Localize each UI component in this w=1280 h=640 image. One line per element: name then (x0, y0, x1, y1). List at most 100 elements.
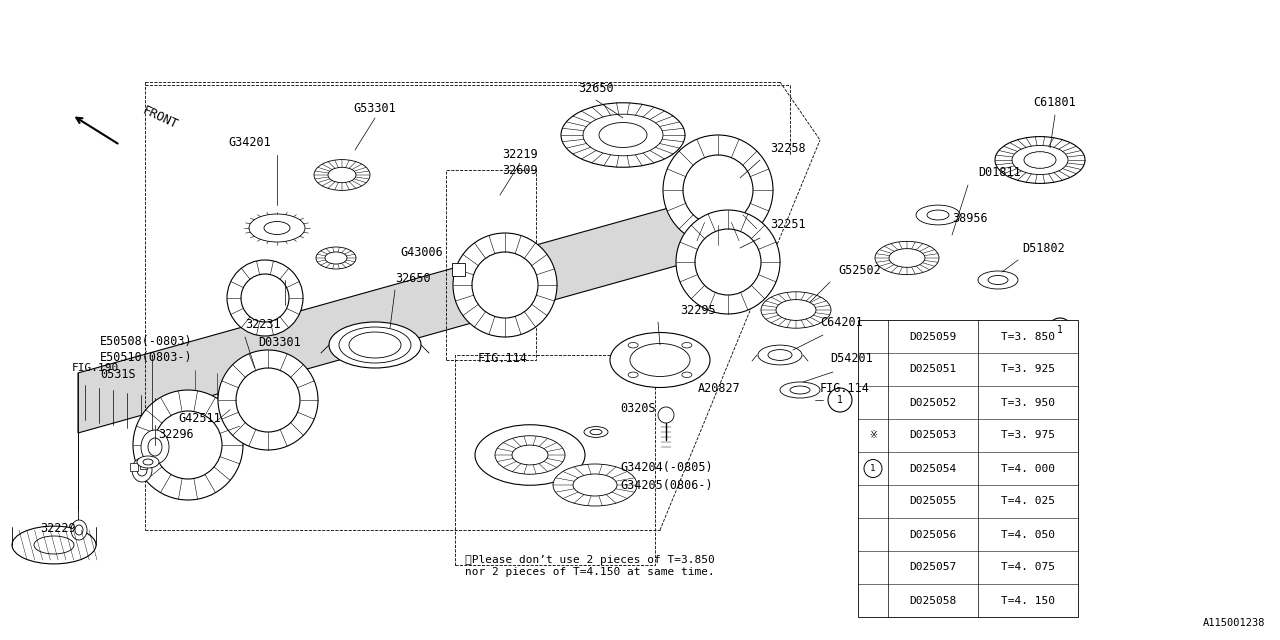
Ellipse shape (695, 229, 762, 295)
Ellipse shape (349, 332, 401, 358)
Text: D025057: D025057 (909, 563, 956, 573)
Ellipse shape (227, 260, 303, 336)
Ellipse shape (339, 327, 411, 363)
Text: 32219: 32219 (502, 148, 538, 161)
Ellipse shape (611, 333, 710, 387)
Ellipse shape (790, 386, 810, 394)
Ellipse shape (325, 252, 347, 264)
Ellipse shape (472, 252, 538, 318)
Text: 32258: 32258 (771, 141, 805, 154)
Text: G53301: G53301 (353, 102, 397, 115)
Text: D025051: D025051 (909, 365, 956, 374)
Ellipse shape (241, 274, 289, 322)
Ellipse shape (762, 292, 831, 328)
Text: C61801: C61801 (1034, 95, 1076, 109)
Text: G52502: G52502 (838, 264, 881, 276)
Text: FIG.190: FIG.190 (72, 363, 119, 373)
Text: 32229: 32229 (40, 522, 76, 534)
Text: D025055: D025055 (909, 497, 956, 506)
Ellipse shape (70, 520, 87, 540)
Ellipse shape (676, 210, 780, 314)
Ellipse shape (658, 407, 675, 423)
Ellipse shape (218, 350, 317, 450)
Ellipse shape (133, 390, 243, 500)
Text: 0320S: 0320S (620, 401, 655, 415)
Ellipse shape (495, 436, 564, 474)
Bar (454, 355, 655, 565)
Text: ※: ※ (869, 431, 877, 440)
Ellipse shape (599, 122, 646, 147)
Text: 32650: 32650 (579, 81, 614, 95)
Text: D01811: D01811 (978, 166, 1020, 179)
Text: D025059: D025059 (909, 332, 956, 342)
Ellipse shape (780, 382, 820, 398)
Text: T=4. 075: T=4. 075 (1001, 563, 1055, 573)
Text: E50508(-0803): E50508(-0803) (100, 335, 192, 349)
Ellipse shape (988, 275, 1009, 285)
Ellipse shape (590, 429, 602, 435)
Ellipse shape (264, 221, 291, 234)
Bar (445, 170, 536, 360)
Circle shape (1048, 318, 1073, 342)
Ellipse shape (995, 136, 1085, 184)
Ellipse shape (630, 344, 690, 376)
Bar (858, 320, 1078, 617)
Ellipse shape (682, 372, 692, 378)
Ellipse shape (236, 368, 300, 432)
Text: D025053: D025053 (909, 431, 956, 440)
Text: D025054: D025054 (909, 463, 956, 474)
Text: T=3. 975: T=3. 975 (1001, 431, 1055, 440)
Text: T=3. 850: T=3. 850 (1001, 332, 1055, 342)
Ellipse shape (76, 525, 83, 535)
Ellipse shape (143, 459, 154, 465)
Text: G34204(-0805): G34204(-0805) (620, 461, 713, 474)
Ellipse shape (628, 372, 639, 378)
Ellipse shape (758, 345, 803, 365)
Ellipse shape (314, 159, 370, 190)
Text: T=4. 150: T=4. 150 (1001, 595, 1055, 605)
Text: 1: 1 (1057, 325, 1062, 335)
Ellipse shape (768, 349, 792, 360)
Ellipse shape (329, 322, 421, 368)
Text: ※Please don’t use 2 pieces of T=3.850
nor 2 pieces of T=4.150 at same time.: ※Please don’t use 2 pieces of T=3.850 no… (465, 555, 714, 577)
Text: FRONT: FRONT (140, 104, 179, 132)
Ellipse shape (1024, 152, 1056, 168)
Text: T=3. 925: T=3. 925 (1001, 365, 1055, 374)
Text: 32609: 32609 (502, 163, 538, 177)
Text: D51802: D51802 (1021, 241, 1065, 255)
Text: 32650: 32650 (396, 271, 430, 285)
Text: 32296: 32296 (157, 429, 193, 442)
Text: T=4. 025: T=4. 025 (1001, 497, 1055, 506)
Bar (452, 263, 465, 276)
Text: A20827: A20827 (698, 381, 741, 394)
Text: D03301: D03301 (259, 335, 301, 349)
Text: D025052: D025052 (909, 397, 956, 408)
Ellipse shape (628, 342, 639, 348)
Ellipse shape (250, 214, 305, 242)
Text: T=4. 000: T=4. 000 (1001, 463, 1055, 474)
Text: E50510(0803-): E50510(0803-) (100, 351, 192, 365)
Ellipse shape (916, 205, 960, 225)
Ellipse shape (582, 114, 663, 156)
Ellipse shape (12, 526, 96, 564)
Ellipse shape (663, 135, 773, 245)
Ellipse shape (684, 155, 753, 225)
Ellipse shape (316, 247, 356, 269)
Ellipse shape (475, 425, 585, 485)
Ellipse shape (35, 536, 74, 554)
Text: 38956: 38956 (952, 211, 988, 225)
Text: 32251: 32251 (771, 218, 805, 232)
Bar (131, 463, 138, 471)
Text: D54201: D54201 (829, 351, 873, 365)
Ellipse shape (148, 438, 163, 456)
Ellipse shape (776, 300, 817, 321)
Text: 1: 1 (870, 464, 876, 473)
Circle shape (828, 388, 852, 412)
Ellipse shape (978, 271, 1018, 289)
Ellipse shape (328, 167, 356, 182)
Bar (140, 462, 147, 469)
Text: 32295: 32295 (680, 303, 716, 317)
Ellipse shape (584, 427, 608, 437)
Text: 0531S: 0531S (100, 369, 136, 381)
Text: G34205(0806-): G34205(0806-) (620, 479, 713, 492)
